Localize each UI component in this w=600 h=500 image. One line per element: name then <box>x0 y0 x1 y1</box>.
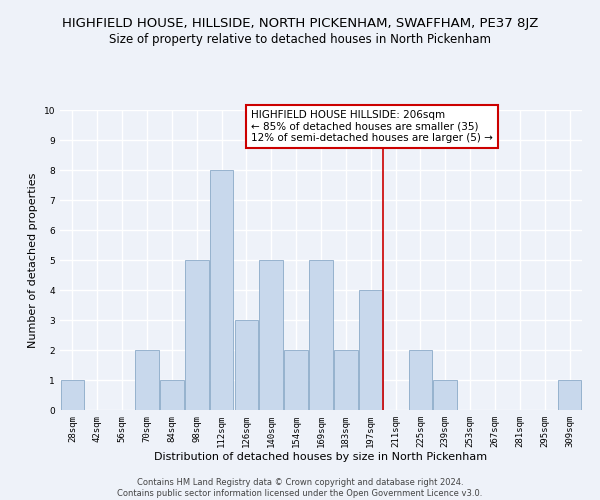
Text: HIGHFIELD HOUSE, HILLSIDE, NORTH PICKENHAM, SWAFFHAM, PE37 8JZ: HIGHFIELD HOUSE, HILLSIDE, NORTH PICKENH… <box>62 18 538 30</box>
Bar <box>409 350 432 410</box>
Bar <box>334 350 358 410</box>
Y-axis label: Number of detached properties: Number of detached properties <box>28 172 38 348</box>
Bar <box>433 380 457 410</box>
Bar <box>185 260 209 410</box>
Bar <box>309 260 333 410</box>
Bar <box>61 380 84 410</box>
Bar <box>284 350 308 410</box>
Bar <box>259 260 283 410</box>
Bar <box>359 290 383 410</box>
Bar <box>160 380 184 410</box>
Bar <box>235 320 258 410</box>
Bar <box>210 170 233 410</box>
Bar <box>558 380 581 410</box>
Bar <box>135 350 159 410</box>
Text: HIGHFIELD HOUSE HILLSIDE: 206sqm
← 85% of detached houses are smaller (35)
12% o: HIGHFIELD HOUSE HILLSIDE: 206sqm ← 85% o… <box>251 110 493 143</box>
Text: Contains HM Land Registry data © Crown copyright and database right 2024.
Contai: Contains HM Land Registry data © Crown c… <box>118 478 482 498</box>
Text: Size of property relative to detached houses in North Pickenham: Size of property relative to detached ho… <box>109 32 491 46</box>
Text: Distribution of detached houses by size in North Pickenham: Distribution of detached houses by size … <box>154 452 488 462</box>
